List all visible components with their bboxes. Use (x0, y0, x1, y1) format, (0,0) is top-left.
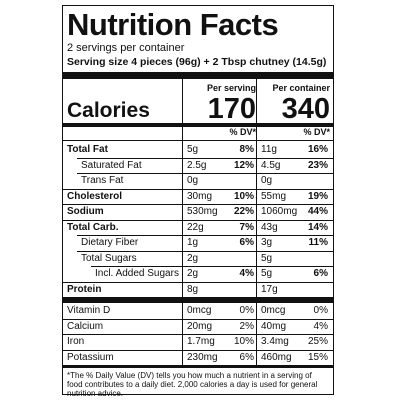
daily-value: 4% (239, 268, 254, 279)
amount: 17g (261, 283, 278, 295)
rule (63, 72, 333, 79)
daily-value: 8% (239, 144, 254, 155)
rule (63, 188, 333, 190)
nutrient-name: Iron (67, 336, 85, 347)
nutrient-name: Total Fat (67, 144, 108, 155)
amount: 3g (261, 237, 273, 248)
daily-value: 25% (307, 336, 328, 347)
nutrient-name: Trans Fat (81, 175, 124, 186)
amount: 0mcg (187, 305, 212, 316)
nutrition-label: Nutrition Facts 2 servings per container S… (62, 5, 334, 398)
rule (77, 235, 333, 236)
amount: 1g (187, 237, 199, 248)
column-header: Per serving (206, 83, 256, 93)
amount: 11g (261, 144, 277, 155)
amount: 5g (261, 268, 273, 279)
rule (63, 204, 333, 205)
amount: 2g (187, 252, 199, 264)
daily-value: 7% (239, 221, 254, 233)
amount: 8g (187, 283, 199, 295)
daily-value: 44% (307, 206, 328, 217)
footnote: *The % Daily Value (DV) tells you how mu… (67, 371, 318, 399)
dv-header: % DV* (303, 127, 330, 137)
nutrient-name: Cholesterol (67, 190, 123, 202)
rule (77, 250, 333, 252)
amount: 5g (261, 252, 273, 264)
amount: 43g (261, 221, 278, 233)
amount: 20mg (187, 320, 213, 332)
nutrient-name: Sodium (67, 206, 104, 217)
daily-value: 0% (313, 305, 328, 316)
daily-value: 10% (233, 336, 254, 347)
amount: 55mg (261, 190, 287, 202)
amount: 530mg (187, 206, 218, 217)
amount: 0mcg (261, 305, 286, 316)
rule (63, 297, 333, 303)
calories-value: 170 (207, 93, 256, 125)
calories-value: 340 (281, 93, 330, 125)
nutrient-name: Incl. Added Sugars (95, 268, 179, 279)
column-divider (182, 79, 183, 365)
amount: 0g (261, 175, 273, 186)
daily-value: 16% (307, 144, 328, 155)
rule (63, 349, 333, 351)
column-divider (256, 79, 257, 365)
daily-value: 4% (313, 320, 328, 332)
rule (63, 281, 333, 283)
servings: 2 servings per container (67, 42, 185, 54)
daily-value: 19% (307, 190, 328, 202)
title: Nutrition Facts (67, 7, 279, 42)
daily-value: 22% (233, 206, 254, 217)
amount: 1.7mg (187, 336, 215, 347)
daily-value: 10% (233, 190, 254, 202)
nutrient-name: Total Sugars (81, 252, 137, 264)
daily-value: 23% (307, 159, 328, 171)
rule (63, 219, 333, 221)
daily-value: 11% (308, 237, 328, 248)
daily-value: 6% (239, 351, 254, 363)
nutrient-name: Total Carb. (67, 221, 119, 233)
rule (77, 157, 333, 159)
rule (63, 123, 333, 127)
daily-value: 0% (239, 305, 254, 316)
amount: 460mg (261, 351, 292, 363)
calories-label: Calories (67, 99, 150, 122)
rule (63, 365, 333, 368)
amount: 5g (187, 144, 199, 155)
daily-value: 6% (239, 237, 254, 248)
dv-header: % DV* (229, 127, 256, 137)
rule (63, 334, 333, 335)
amount: 2g (187, 268, 199, 279)
nutrient-name: Dietary Fiber (81, 237, 139, 248)
amount: 1060mg (261, 206, 298, 217)
column-header: Per container (272, 83, 330, 93)
amount: 3.4mg (261, 336, 289, 347)
daily-value: 15% (307, 351, 328, 363)
amount: 230mg (187, 351, 218, 363)
amount: 2.5g (187, 159, 207, 171)
amount: 4.5g (261, 159, 281, 171)
rule (63, 140, 333, 141)
serving-size: Serving size 4 pieces (96g) + 2 Tbsp chu… (67, 56, 327, 68)
nutrient-name: Potassium (67, 351, 114, 363)
amount: 40mg (261, 320, 287, 332)
daily-value: 12% (233, 159, 254, 171)
daily-value: 2% (239, 320, 254, 332)
nutrient-name: Calcium (67, 320, 104, 332)
amount: 0g (187, 175, 199, 186)
amount: 22g (187, 221, 204, 233)
daily-value: 14% (307, 221, 328, 233)
rule (91, 266, 333, 267)
amount: 30mg (187, 190, 213, 202)
nutrient-name: Saturated Fat (81, 159, 142, 171)
rule (77, 173, 333, 174)
rule (63, 318, 333, 320)
nutrient-name: Vitamin D (67, 305, 111, 316)
nutrient-name: Protein (67, 283, 102, 295)
daily-value: 6% (313, 268, 328, 279)
